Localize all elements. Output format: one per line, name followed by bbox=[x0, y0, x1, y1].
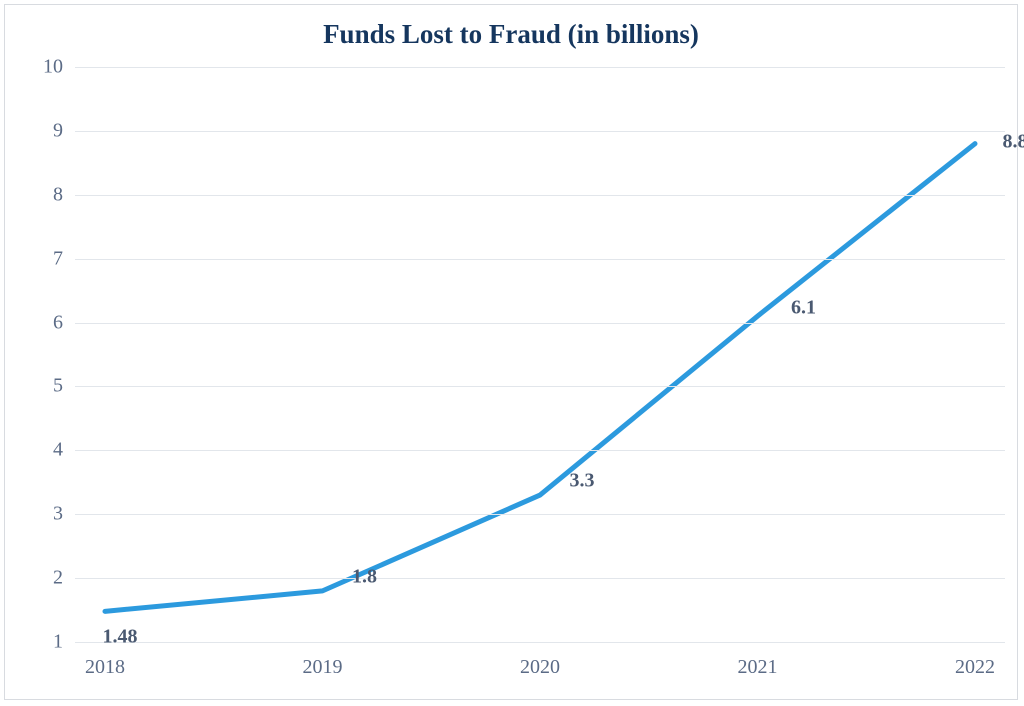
gridline bbox=[75, 67, 1005, 68]
data-label: 1.8 bbox=[352, 565, 377, 588]
line-path bbox=[105, 144, 975, 612]
x-tick-label: 2022 bbox=[955, 642, 995, 679]
gridline bbox=[75, 259, 1005, 260]
y-tick-label: 6 bbox=[53, 311, 75, 334]
y-tick-label: 1 bbox=[53, 631, 75, 654]
chart-frame: Funds Lost to Fraud (in billions) 123456… bbox=[4, 4, 1018, 700]
y-tick-label: 7 bbox=[53, 247, 75, 270]
y-tick-label: 9 bbox=[53, 119, 75, 142]
y-tick-label: 2 bbox=[53, 567, 75, 590]
data-label: 8.8 bbox=[1003, 130, 1024, 153]
gridline bbox=[75, 323, 1005, 324]
y-tick-label: 10 bbox=[43, 56, 75, 79]
x-tick-label: 2019 bbox=[303, 642, 343, 679]
gridline bbox=[75, 514, 1005, 515]
data-label: 6.1 bbox=[791, 297, 816, 320]
data-label: 3.3 bbox=[570, 470, 595, 493]
y-tick-label: 3 bbox=[53, 503, 75, 526]
x-tick-label: 2021 bbox=[738, 642, 778, 679]
y-tick-label: 8 bbox=[53, 183, 75, 206]
data-label: 1.48 bbox=[103, 626, 138, 649]
gridline bbox=[75, 578, 1005, 579]
gridline bbox=[75, 450, 1005, 451]
chart-title: Funds Lost to Fraud (in billions) bbox=[5, 19, 1017, 50]
line-series bbox=[75, 67, 1005, 642]
gridline bbox=[75, 131, 1005, 132]
x-tick-label: 2020 bbox=[520, 642, 560, 679]
plot-area: 12345678910201820192020202120221.481.83.… bbox=[75, 67, 1005, 642]
gridline bbox=[75, 386, 1005, 387]
y-tick-label: 4 bbox=[53, 439, 75, 462]
gridline bbox=[75, 195, 1005, 196]
y-tick-label: 5 bbox=[53, 375, 75, 398]
